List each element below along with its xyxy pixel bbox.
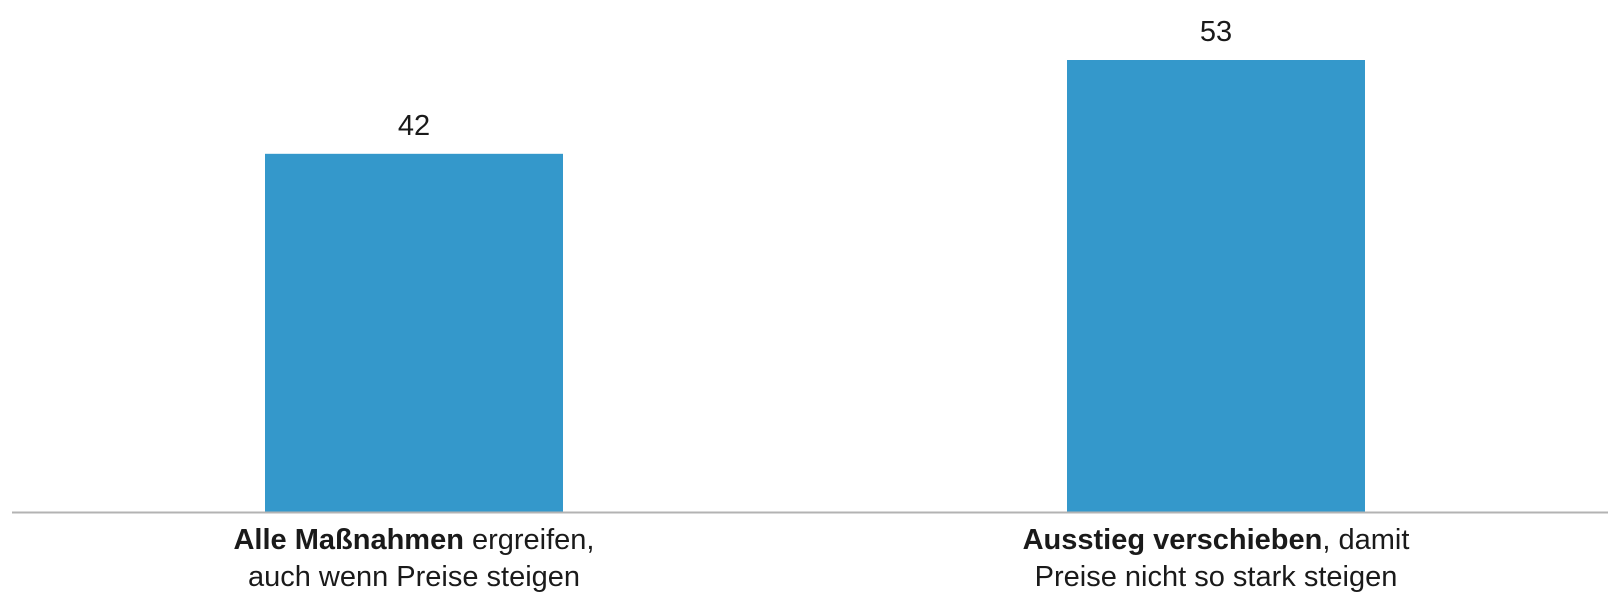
category-label-1-bold: Ausstieg verschieben <box>1022 524 1323 556</box>
value-label-1: 53 <box>1200 16 1232 48</box>
category-label-1-rest: , damit <box>1322 524 1410 556</box>
bars-group <box>265 60 1365 512</box>
value-labels-group: 42 53 <box>398 16 1232 142</box>
category-label-0-line2: auch wenn Preise steigen <box>247 561 581 593</box>
value-label-0: 42 <box>398 110 430 142</box>
bar-0 <box>265 153 563 512</box>
category-label-1-line2: Preise nicht so stark steigen <box>1034 561 1398 593</box>
category-label-1: Ausstieg verschieben, damit Preise nicht… <box>936 522 1496 596</box>
category-label-0-rest: ergreifen, <box>463 524 595 556</box>
category-label-0: Alle Maßnahmen ergreifen, auch wenn Prei… <box>134 522 694 596</box>
bar-1 <box>1067 60 1365 512</box>
category-label-0-bold: Alle Maßnahmen <box>233 524 464 556</box>
